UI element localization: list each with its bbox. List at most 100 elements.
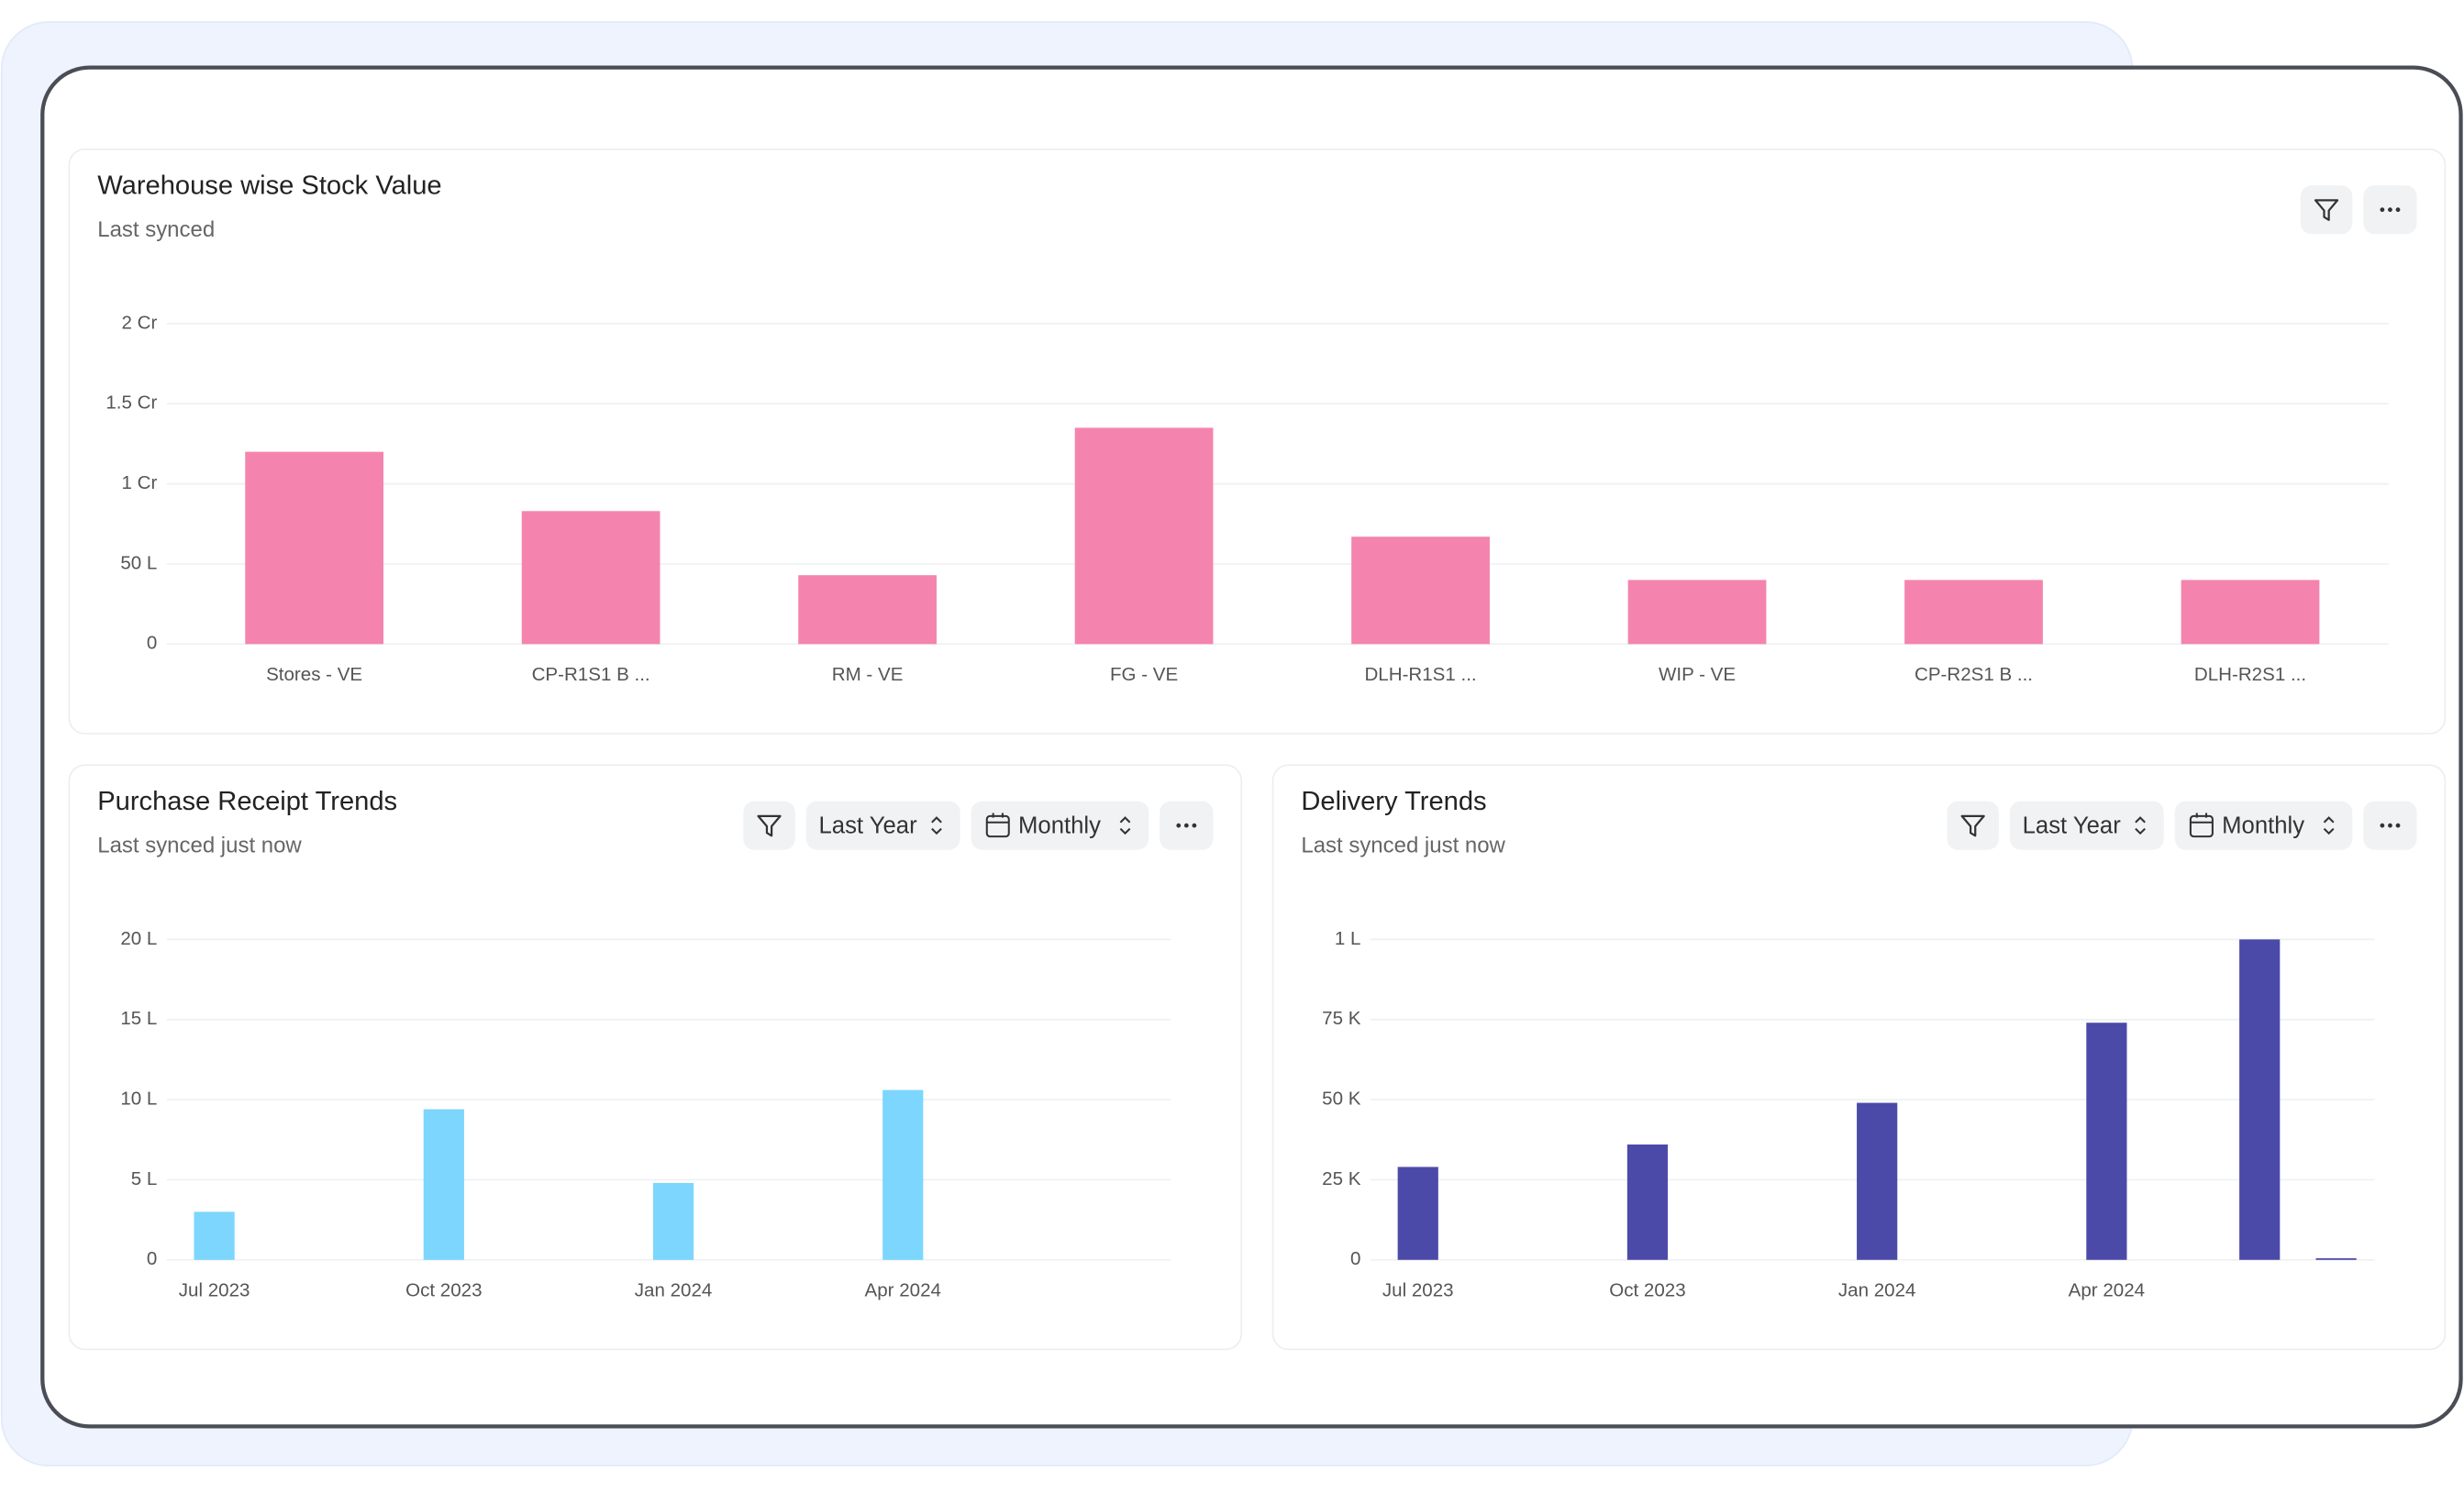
- card: [1271, 764, 2447, 1351]
- filter-button[interactable]: [1947, 801, 1999, 850]
- more-dot: [1176, 823, 1182, 828]
- bar: [1626, 1144, 1669, 1260]
- bar: [521, 511, 660, 645]
- button-bg: [971, 801, 1149, 850]
- chart-title: Delivery Trends: [1301, 787, 1486, 816]
- calendar-icon: [2190, 813, 2213, 824]
- button-bg: [2174, 801, 2353, 850]
- button-bg: [2009, 801, 2164, 850]
- y-tick-label: 75 K: [1322, 1008, 1361, 1029]
- y-tick-label: 10 L: [120, 1088, 157, 1109]
- x-tick-label: Jul 2023: [1382, 1279, 1454, 1300]
- button-label: Monthly: [1018, 813, 1101, 839]
- x-tick-label: Jan 2024: [1838, 1279, 1916, 1300]
- x-tick-label: CP-R2S1 B ...: [1915, 664, 2033, 685]
- filter-button[interactable]: [743, 801, 795, 850]
- bar: [245, 451, 384, 645]
- y-tick-label: 50 L: [120, 552, 157, 573]
- button-bg: [743, 801, 795, 850]
- chart-subtitle: Last synced just now: [1301, 834, 1505, 858]
- x-tick-label: FG - VE: [1110, 664, 1178, 685]
- y-tick-label: 5 L: [131, 1168, 158, 1189]
- filter-icon: [1960, 814, 1985, 837]
- y-tick-label: 1 L: [1335, 928, 1361, 949]
- y-tick-label: 50 K: [1322, 1088, 1361, 1109]
- x-tick-label: CP-R1S1 B ...: [532, 664, 650, 685]
- more-dot: [2395, 207, 2401, 213]
- button-bg: [805, 801, 960, 850]
- bar: [2239, 939, 2281, 1260]
- control-button[interactable]: Last Year: [805, 801, 960, 850]
- bar: [882, 1089, 924, 1260]
- card: [68, 148, 2447, 735]
- calendar-icon: [985, 814, 1010, 838]
- x-tick-label: Apr 2024: [865, 1279, 941, 1300]
- more-dot: [2380, 823, 2385, 828]
- control-button[interactable]: Monthly: [971, 801, 1149, 850]
- y-tick-label: 25 K: [1322, 1168, 1361, 1189]
- x-tick-label: Jul 2023: [179, 1279, 250, 1300]
- x-tick-label: Stores - VE: [266, 664, 362, 685]
- control-button[interactable]: Last Year: [2009, 801, 2164, 850]
- x-tick-label: WIP - VE: [1659, 664, 1736, 685]
- y-tick-label: 15 L: [120, 1008, 157, 1029]
- sort-icon: [931, 816, 942, 835]
- y-tick-label: 2 Cr: [122, 312, 158, 333]
- more-dot: [2388, 823, 2392, 828]
- more-button[interactable]: [2363, 185, 2417, 235]
- bar: [2086, 1023, 2127, 1260]
- y-tick-label: 0: [147, 1248, 157, 1269]
- y-tick-label: 1 Cr: [122, 472, 158, 493]
- chart-title: Warehouse wise Stock Value: [97, 171, 441, 201]
- calendar-icon: [2189, 814, 2214, 838]
- more-button[interactable]: [1160, 801, 1214, 850]
- more-dot: [2388, 207, 2392, 213]
- bar: [652, 1182, 694, 1260]
- bar: [1627, 580, 1767, 645]
- chart-card: Purchase Receipt Trends Last synced just …: [68, 764, 1243, 1351]
- bar: [2315, 1258, 2357, 1260]
- bar: [798, 575, 937, 645]
- y-tick-label: 20 L: [120, 928, 157, 949]
- filter-icon: [757, 814, 782, 837]
- x-tick-label: Apr 2024: [2069, 1279, 2145, 1300]
- chart-card: Delivery Trends Last synced just now Month…: [1271, 764, 2447, 1351]
- sort-icon: [2135, 816, 2146, 835]
- calendar-icon: [986, 813, 1009, 824]
- more-dot: [2380, 207, 2385, 213]
- bar: [423, 1109, 464, 1260]
- button-label: Last Year: [2023, 813, 2122, 839]
- bar: [1904, 580, 2043, 645]
- filter-button[interactable]: [2300, 185, 2353, 235]
- bar: [194, 1211, 235, 1260]
- control-button[interactable]: Monthly: [2174, 801, 2353, 850]
- bar: [1857, 1102, 1898, 1260]
- x-tick-label: DLH-R1S1 ...: [1364, 664, 1476, 685]
- sort-icon: [2323, 816, 2335, 835]
- bar: [1351, 536, 1490, 645]
- sort-icon: [1119, 816, 1131, 835]
- x-tick-label: Jan 2024: [635, 1279, 713, 1300]
- y-tick-label: 0: [1350, 1248, 1360, 1269]
- chart-subtitle: Last synced just now: [97, 834, 302, 858]
- more-button[interactable]: [2363, 801, 2417, 850]
- x-tick-label: RM - VE: [832, 664, 904, 685]
- card: [68, 764, 1243, 1351]
- x-tick-label: DLH-R2S1 ...: [2194, 664, 2306, 685]
- button-label: Last Year: [818, 813, 917, 839]
- bar: [1074, 427, 1214, 645]
- more-dot: [1183, 823, 1189, 828]
- more-dot: [2395, 823, 2401, 828]
- y-tick-label: 1.5 Cr: [105, 393, 157, 414]
- button-bg: [2300, 185, 2353, 235]
- more-dot: [1192, 823, 1197, 828]
- chart-subtitle: Last synced: [97, 217, 215, 242]
- filter-icon: [2314, 199, 2339, 221]
- x-tick-label: Oct 2023: [405, 1279, 482, 1300]
- x-tick-label: Oct 2023: [1609, 1279, 1685, 1300]
- button-label: Monthly: [2222, 813, 2304, 839]
- chart-card: Warehouse wise Stock Value Last synced 0 50…: [68, 148, 2447, 735]
- bar: [2181, 580, 2320, 645]
